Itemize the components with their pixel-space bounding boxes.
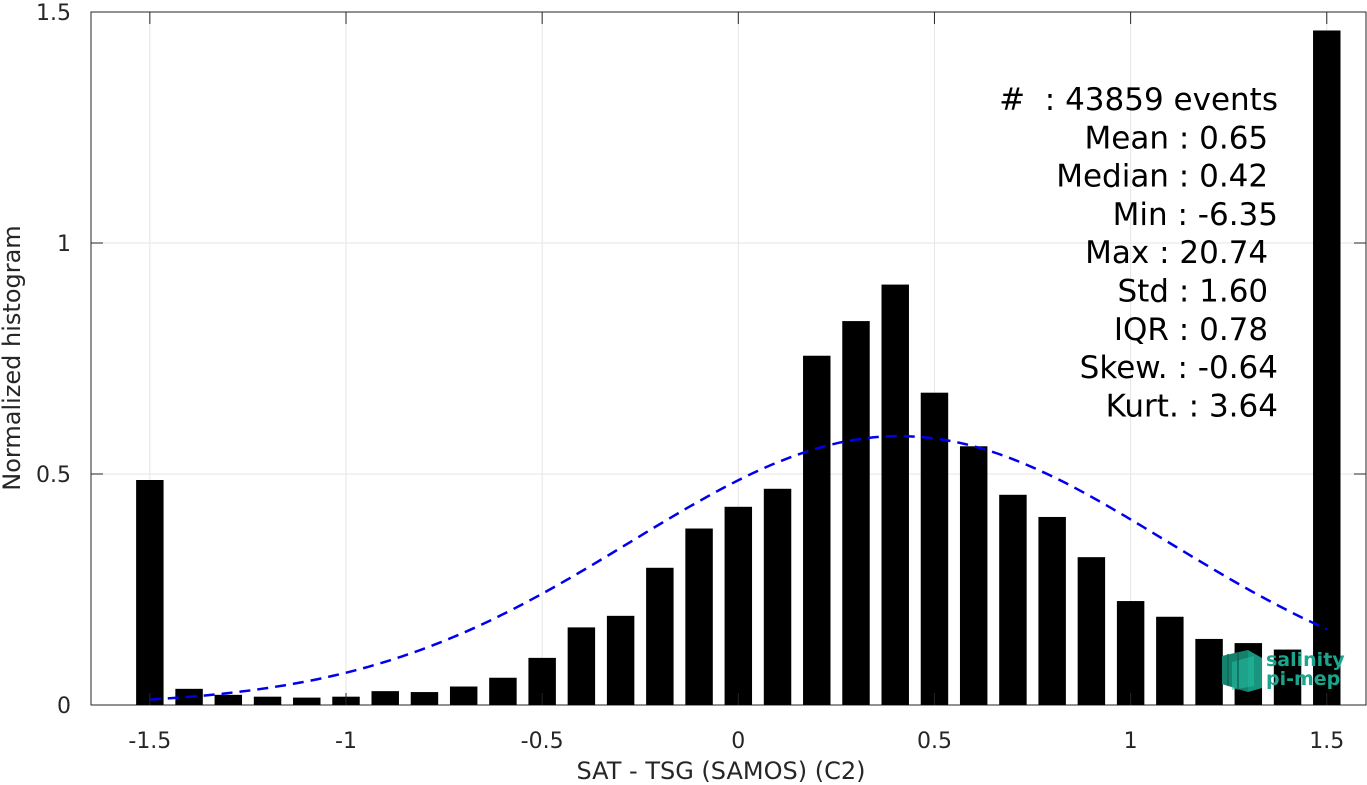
- histogram-bar: [567, 627, 596, 705]
- x-tick-label: -1.5: [128, 729, 171, 754]
- histogram-bar: [371, 691, 399, 705]
- histogram-bar: [606, 615, 635, 705]
- logo: salinity pi-mep: [1222, 649, 1345, 692]
- stats-line: Mean : 0.65: [1085, 120, 1279, 156]
- x-tick-label: 0.5: [917, 729, 952, 754]
- histogram-bar: [999, 494, 1027, 705]
- stats-line: IQR : 0.78: [1114, 312, 1278, 348]
- histogram-bar: [489, 677, 517, 705]
- y-tick-label: 0.5: [36, 463, 71, 488]
- histogram-bar: [136, 480, 164, 705]
- stats-line: Skew. : -0.64: [1080, 350, 1278, 386]
- histogram-bar: [959, 446, 988, 705]
- x-tick-label: 1.5: [1309, 729, 1344, 754]
- stats-line: Min : -6.35: [1113, 197, 1278, 233]
- x-tick-label: -0.5: [521, 729, 564, 754]
- x-tick-label: 0: [731, 729, 745, 754]
- histogram-bar: [293, 697, 321, 705]
- histogram-bar: [1038, 516, 1066, 705]
- histogram-bar: [214, 694, 243, 705]
- x-tick-label: 1: [1124, 729, 1138, 754]
- histogram-bar: [724, 506, 753, 705]
- histogram-bar: [1077, 557, 1106, 705]
- histogram-bar: [803, 355, 831, 705]
- histogram-bars: [136, 30, 1341, 706]
- gaussian-fit-curve: [149, 434, 1328, 701]
- stats-line: Median : 0.42: [1056, 159, 1278, 195]
- histogram-bar: [1195, 638, 1223, 705]
- x-tick-label: -1: [335, 729, 357, 754]
- y-tick-label: 0: [57, 694, 71, 719]
- x-axis-label: SAT - TSG (SAMOS) (C2): [577, 757, 866, 785]
- stats-line: Std : 1.60: [1117, 274, 1278, 310]
- stats-line: # : 43859 events: [999, 82, 1278, 118]
- histogram-bar: [1116, 601, 1145, 705]
- stats-line: Kurt. : 3.64: [1106, 388, 1278, 424]
- logo-text-line1: salinity: [1266, 649, 1345, 671]
- histogram-bar: [920, 392, 949, 705]
- logo-text-line2: pi-mep: [1266, 668, 1340, 690]
- histogram-bar: [763, 488, 792, 705]
- gaussian-fit-line: [149, 434, 1328, 701]
- histogram-bar: [646, 567, 674, 705]
- histogram-bar: [881, 284, 909, 705]
- histogram-bar: [1156, 616, 1184, 705]
- y-tick-label: 1: [57, 232, 71, 257]
- y-tick-label: 1.5: [36, 1, 71, 26]
- y-axis-label: Normalized histogram: [0, 225, 26, 490]
- histogram-bar: [685, 528, 713, 705]
- histogram-bar: [1273, 649, 1302, 705]
- histogram-bar: [1313, 30, 1341, 706]
- histogram-bar: [410, 692, 439, 705]
- histogram-bar: [842, 321, 870, 705]
- histogram-bar: [253, 696, 282, 705]
- salinity-pimep-logo-icon: [1222, 650, 1262, 692]
- stats-line: Max : 20.74: [1085, 235, 1278, 271]
- histogram-bar: [449, 686, 478, 705]
- axis-ticks: -1.5 -1 -0.5 0 0.5 1 1.5 0 0.5 1 1.5: [36, 1, 1366, 754]
